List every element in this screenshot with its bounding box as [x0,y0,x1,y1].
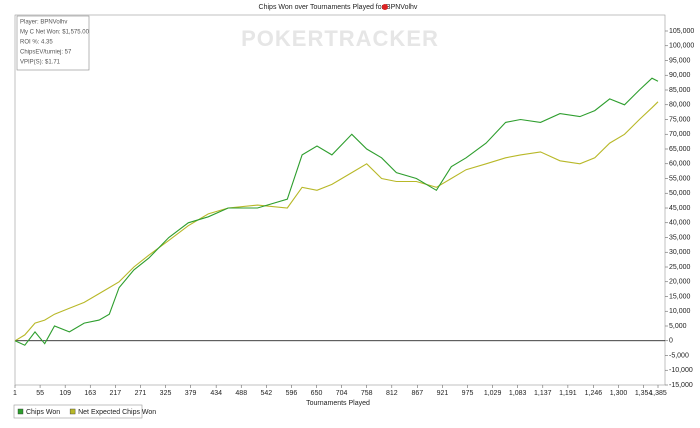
x-tick-label: 867 [411,390,423,397]
y-tick-label: 70,000 [669,131,691,138]
y-tick-label: 25,000 [669,264,691,271]
y-tick-label: 100,000 [669,43,694,50]
x-tick-label: 1,137 [534,390,552,397]
x-tick-label: 55 [36,390,44,397]
y-tick-label: 80,000 [669,102,691,109]
x-tick-label: 109 [59,390,71,397]
x-tick-label: 325 [160,390,172,397]
x-tick-label: 488 [235,390,247,397]
y-tick-label: -5,000 [669,352,689,359]
y-tick-label: 85,000 [669,87,691,94]
legend-label: Net Expected Chips Won [78,409,156,416]
series-line [14,101,659,342]
x-tick-label: 812 [386,390,398,397]
y-tick-label: 40,000 [669,220,691,227]
y-tick-label: 10,000 [669,308,691,315]
chart-title: Chips Won over Tournaments Played for BP… [259,4,418,11]
y-tick-label: -15,000 [669,382,693,389]
x-tick-label: 1,083 [509,390,527,397]
x-tick-label: 650 [311,390,323,397]
x-tick-label: 542 [261,390,273,397]
x-tick-label: 921 [437,390,449,397]
x-axis-title: Tournaments Played [306,400,370,407]
y-tick-label: 75,000 [669,116,691,123]
y-tick-label: 50,000 [669,190,691,197]
x-tick-label: 1,191 [559,390,577,397]
x-tick-label: 704 [336,390,348,397]
plot-frame [14,14,666,386]
x-tick-label: 596 [286,390,298,397]
y-tick-label: 0 [669,338,673,345]
y-tick-label: 35,000 [669,234,691,241]
y-tick-label: 105,000 [669,28,694,35]
x-tick-label: 1 [13,390,17,397]
x-tick-label: 1,385 [649,390,667,397]
info-line: Player: BPNVolhv [20,20,67,26]
x-tick-label: 758 [361,390,373,397]
x-tick-label: 271 [135,390,147,397]
info-line: ROI %: 4.35 [20,40,53,46]
info-line: VPIP(S): $1.71 [20,60,61,66]
x-tick-label: 434 [210,390,222,397]
watermark: POKERTRACKER [241,26,439,51]
x-tick-label: 163 [84,390,96,397]
info-box [16,15,90,71]
y-tick-label: 65,000 [669,146,691,153]
y-tick-label: 45,000 [669,205,691,212]
y-tick-label: 95,000 [669,57,691,64]
y-tick-label: 5,000 [669,323,687,330]
y-tick-label: 55,000 [669,175,691,182]
x-tick-label: 217 [110,390,122,397]
y-tick-label: 90,000 [669,72,691,79]
x-tick-label: 379 [185,390,197,397]
legend-label: Chips Won [26,409,60,416]
x-tick-label: 975 [462,390,474,397]
player-icon [381,4,388,10]
y-tick-label: 20,000 [669,279,691,286]
series-line [14,77,659,346]
x-tick-label: 1,354 [635,390,653,397]
x-tick-label: 1,246 [585,390,603,397]
x-tick-label: 1,029 [484,390,502,397]
info-line: My C Net Won: $1,575.00 [20,30,90,36]
y-tick-label: 60,000 [669,161,691,168]
info-line: ChipsEV/turniej: 57 [20,50,72,56]
y-tick-label: 30,000 [669,249,691,256]
legend-swatch [17,408,24,415]
legend [13,404,143,419]
legend-swatch [69,408,76,415]
x-tick-label: 1,300 [610,390,628,397]
y-tick-label: 15,000 [669,293,691,300]
y-tick-label: -10,000 [669,367,693,374]
